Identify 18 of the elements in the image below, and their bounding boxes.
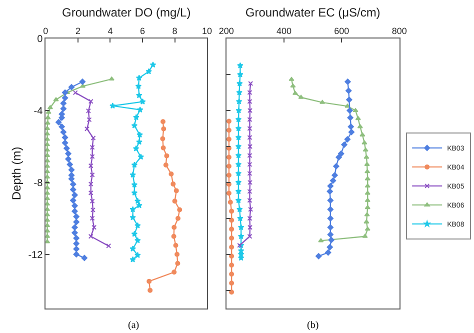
y-tick-label: 0 (37, 34, 44, 46)
x-tick-label: 4 (108, 26, 113, 36)
x-tick-label: 8 (172, 26, 178, 36)
y-tick-label: -12 (28, 250, 44, 261)
x-tick-label: 800 (392, 26, 407, 36)
y-tick-label: -8 (34, 178, 44, 189)
x-tick-label: 200 (218, 26, 234, 36)
y-axis-title: Depth (m) (10, 146, 24, 200)
x-tick-label: 400 (276, 26, 292, 36)
x-tick-label: 600 (334, 26, 350, 36)
x-tick-label: 6 (140, 26, 146, 36)
x-tick-label: 10 (202, 26, 212, 36)
text: (b) (307, 320, 319, 331)
x-axis-title: Groundwater EC (μS/cm) (245, 5, 380, 20)
x-axis-title: Groundwater DO (mg/L) (62, 5, 191, 20)
x-tick-label: 2 (75, 26, 80, 36)
text: (a) (128, 320, 140, 331)
y-tick-label: -4 (34, 106, 44, 118)
